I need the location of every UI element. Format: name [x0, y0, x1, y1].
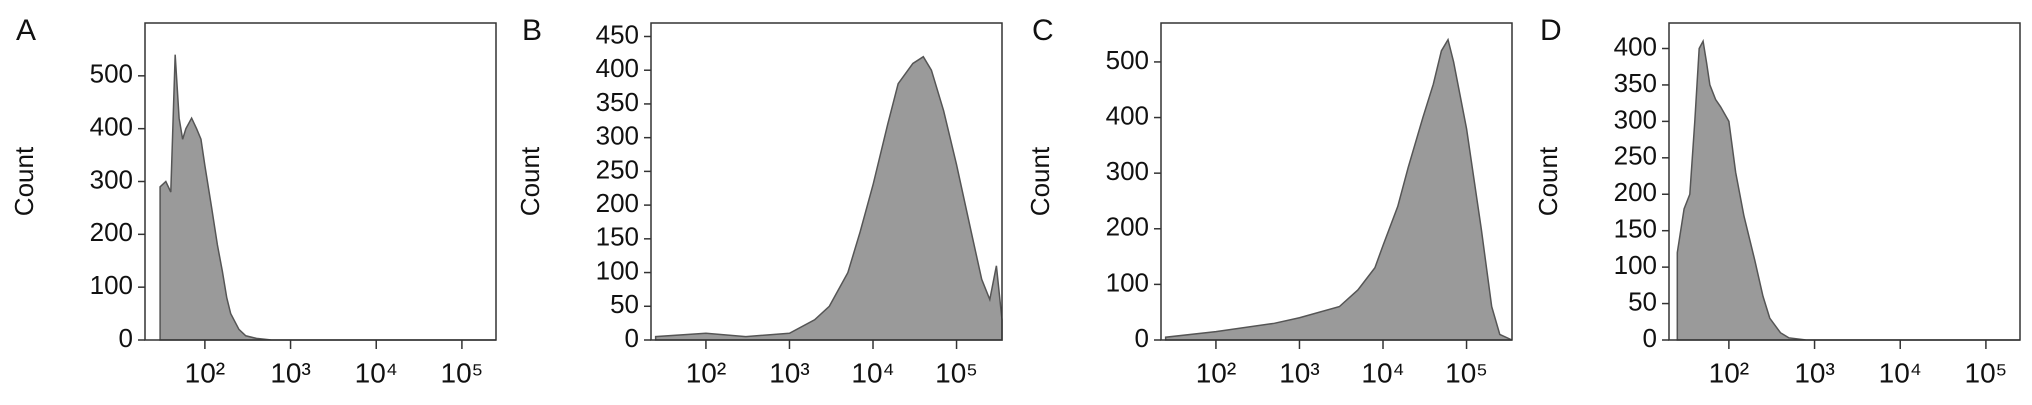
y-tick-label: 300: [596, 121, 639, 151]
y-tick-label: 400: [1614, 31, 1657, 61]
y-tick-label: 450: [596, 19, 639, 49]
y-tick-label: 200: [1614, 177, 1657, 207]
x-tick-label: 10²: [1196, 357, 1236, 388]
y-tick-label: 100: [596, 255, 639, 285]
panel-label: D: [1540, 14, 1562, 47]
x-tick-label: 10⁵: [1445, 357, 1488, 388]
panel-label: A: [16, 14, 36, 47]
y-tick-label: 400: [596, 53, 639, 83]
histogram-area: [654, 55, 1003, 341]
panel-label: B: [522, 14, 542, 47]
x-tick-label: 10²: [1709, 357, 1749, 388]
y-tick-label: 0: [119, 323, 133, 353]
x-tick-label: 10⁴: [355, 357, 398, 388]
y-tick-label: 300: [1614, 104, 1657, 134]
y-tick-label: 50: [610, 289, 639, 319]
y-tick-label: 500: [1106, 45, 1149, 75]
y-axis-label: Count: [9, 146, 39, 216]
y-tick-label: 100: [1614, 250, 1657, 280]
x-tick-label: 10³: [1794, 357, 1834, 388]
plot-frame: [1160, 22, 1513, 341]
panel-label: C: [1032, 14, 1054, 47]
x-tick-label: 10³: [1279, 357, 1319, 388]
x-tick-label: 10³: [769, 357, 809, 388]
y-tick-label: 350: [596, 87, 639, 117]
y-tick-label: 100: [90, 270, 133, 300]
x-tick-label: 10⁴: [851, 357, 894, 388]
histogram-area: [159, 54, 496, 341]
y-tick-label: 400: [90, 112, 133, 142]
y-tick-label: 250: [1614, 141, 1657, 171]
y-tick-label: 500: [90, 59, 133, 89]
y-tick-label: 300: [1106, 156, 1149, 186]
x-tick-label: 10⁴: [1879, 357, 1922, 388]
histogram-area: [1164, 37, 1513, 341]
y-tick-label: 400: [1106, 100, 1149, 130]
y-tick-label: 0: [625, 323, 639, 353]
y-tick-label: 0: [1643, 323, 1657, 353]
x-tick-label: 10²: [686, 357, 726, 388]
y-axis-label: Count: [515, 146, 545, 216]
plot-frame: [1668, 22, 2021, 341]
x-tick-label: 10²: [185, 357, 225, 388]
x-tick-label: 10³: [270, 357, 310, 388]
y-axis-label: Count: [1533, 146, 1563, 216]
y-tick-label: 300: [90, 164, 133, 194]
y-tick-label: 200: [90, 217, 133, 247]
y-tick-label: 150: [596, 222, 639, 252]
x-tick-label: 10⁴: [1361, 357, 1404, 388]
x-tick-label: 10⁵: [441, 357, 484, 388]
plot-frame: [650, 22, 1003, 341]
y-axis-label: Count: [1025, 146, 1055, 216]
x-tick-label: 10⁵: [935, 357, 978, 388]
histogram-area: [1676, 38, 2020, 341]
y-tick-label: 250: [596, 154, 639, 184]
y-tick-label: 350: [1614, 68, 1657, 98]
y-tick-label: 150: [1614, 214, 1657, 244]
y-tick-label: 0: [1135, 323, 1149, 353]
y-tick-label: 200: [1106, 212, 1149, 242]
y-tick-label: 100: [1106, 267, 1149, 297]
y-tick-label: 200: [596, 188, 639, 218]
y-tick-label: 50: [1628, 286, 1657, 316]
x-tick-label: 10⁵: [1965, 357, 2008, 388]
